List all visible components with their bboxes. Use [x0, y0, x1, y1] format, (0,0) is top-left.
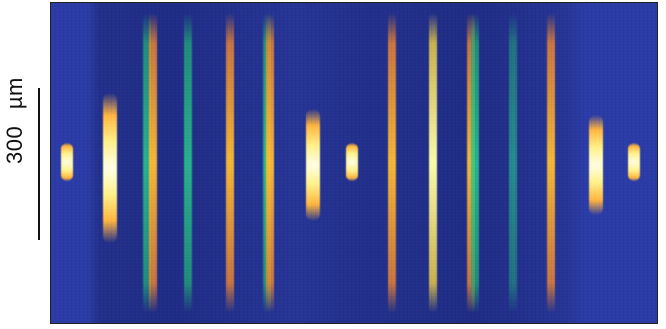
right-tall-blob — [589, 115, 603, 215]
scale-label: 300 µm — [2, 77, 28, 164]
fringe-12 — [509, 13, 517, 313]
center-blob — [346, 143, 358, 181]
fringe-1 — [143, 13, 151, 313]
scale-bar — [38, 88, 40, 240]
fringe-10 — [471, 13, 479, 313]
fringe-3 — [184, 13, 192, 313]
fringe-11 — [547, 13, 555, 313]
fringe-2 — [149, 13, 157, 313]
left-edge-blob — [61, 143, 73, 181]
center-left-tall-blob — [306, 109, 320, 221]
scale-value: 300 — [2, 125, 27, 164]
fringe-8 — [429, 13, 437, 313]
interference-image — [50, 2, 658, 324]
fringe-7 — [388, 13, 396, 313]
scale-unit: µm — [2, 77, 27, 110]
right-edge-blob — [628, 143, 640, 181]
fringe-4 — [226, 13, 234, 313]
fringe-6 — [266, 13, 274, 313]
left-tall-blob — [103, 93, 117, 243]
